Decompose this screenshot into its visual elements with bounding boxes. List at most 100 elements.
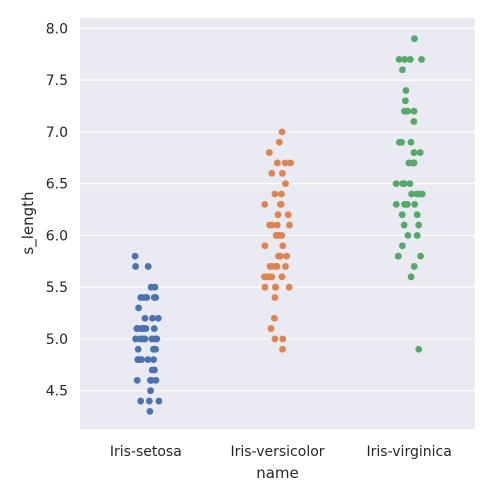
data-point (410, 118, 418, 125)
data-point (398, 138, 406, 146)
data-point (416, 149, 424, 156)
data-point (399, 180, 407, 188)
data-point (418, 56, 425, 63)
data-point (137, 294, 145, 301)
data-point (404, 232, 412, 239)
y-tick-label: 6.0 (46, 228, 68, 244)
data-point (271, 294, 279, 301)
data-point (135, 304, 143, 312)
data-point (274, 211, 282, 219)
data-point (401, 97, 409, 105)
data-point (284, 211, 292, 219)
data-point (143, 294, 151, 301)
data-point (273, 159, 281, 167)
data-point (261, 273, 268, 281)
data-point (406, 180, 414, 188)
data-point (266, 221, 274, 229)
data-point (147, 387, 154, 395)
data-point (152, 335, 160, 343)
y-tick-label: 8.0 (46, 21, 68, 37)
data-point (413, 211, 421, 219)
data-point (400, 221, 408, 229)
data-point (411, 200, 419, 208)
data-point (147, 376, 155, 384)
data-point (150, 356, 157, 364)
data-point (279, 335, 287, 343)
data-point (394, 252, 402, 260)
data-point (135, 356, 143, 364)
data-point (155, 397, 163, 405)
data-point (266, 263, 274, 270)
data-point (410, 107, 418, 115)
x-tick-labels: Iris-setosa Iris-versicolor Iris-virginica (110, 444, 452, 460)
data-point (134, 345, 142, 353)
data-point (278, 232, 286, 239)
data-point (265, 149, 273, 156)
data-point (261, 200, 269, 208)
data-point (271, 335, 279, 343)
data-point (401, 56, 409, 63)
data-point (415, 221, 423, 229)
y-tick-label: 6.5 (46, 177, 68, 193)
y-tick-label: 5.5 (46, 280, 68, 296)
data-point (131, 252, 139, 260)
data-point (271, 314, 278, 322)
data-point (261, 283, 269, 291)
data-point (407, 138, 415, 146)
data-point (395, 56, 403, 63)
data-point (409, 159, 417, 167)
data-point (282, 180, 289, 188)
data-point (268, 273, 276, 281)
data-point (392, 180, 400, 188)
data-point (147, 283, 155, 291)
y-axis-title: s_length (19, 191, 38, 254)
data-point (271, 190, 279, 198)
data-point (286, 221, 293, 229)
data-point (415, 190, 423, 198)
data-point (398, 211, 406, 219)
data-point (401, 107, 408, 115)
data-point (148, 366, 156, 374)
data-point (406, 56, 414, 63)
data-point (281, 159, 289, 167)
data-point (410, 149, 418, 156)
data-point (278, 128, 286, 136)
data-point (277, 252, 284, 260)
data-point (287, 159, 294, 167)
data-points (131, 35, 426, 415)
y-tick-label: 7.5 (46, 73, 68, 89)
data-point (132, 263, 139, 270)
data-point (137, 397, 145, 405)
data-point (150, 325, 158, 332)
data-point (144, 356, 152, 364)
data-point (417, 252, 424, 260)
data-point (401, 200, 408, 208)
data-point (408, 190, 415, 198)
data-point (392, 200, 400, 208)
data-point (279, 345, 286, 353)
data-point (282, 263, 289, 270)
data-point (268, 169, 276, 177)
data-point (133, 376, 141, 384)
data-point (278, 190, 285, 198)
x-tick-label: Iris-versicolor (230, 444, 324, 460)
data-point (399, 242, 406, 250)
data-point (410, 263, 418, 270)
data-point (275, 138, 283, 146)
data-point (261, 242, 269, 250)
data-point (272, 283, 280, 291)
data-point (407, 273, 415, 281)
data-point (399, 66, 406, 74)
data-point (138, 335, 146, 343)
data-point (402, 87, 410, 94)
data-point (278, 273, 286, 281)
y-tick-label: 5.0 (46, 332, 68, 348)
x-tick-label: Iris-virginica (367, 444, 452, 460)
x-tick-label: Iris-setosa (110, 444, 182, 460)
data-point (149, 314, 156, 322)
data-point (151, 345, 159, 353)
data-point (273, 221, 281, 229)
y-tick-labels: 4.5 5.0 5.5 6.0 6.5 7.0 7.5 8.0 (46, 21, 68, 399)
data-point (415, 345, 423, 353)
